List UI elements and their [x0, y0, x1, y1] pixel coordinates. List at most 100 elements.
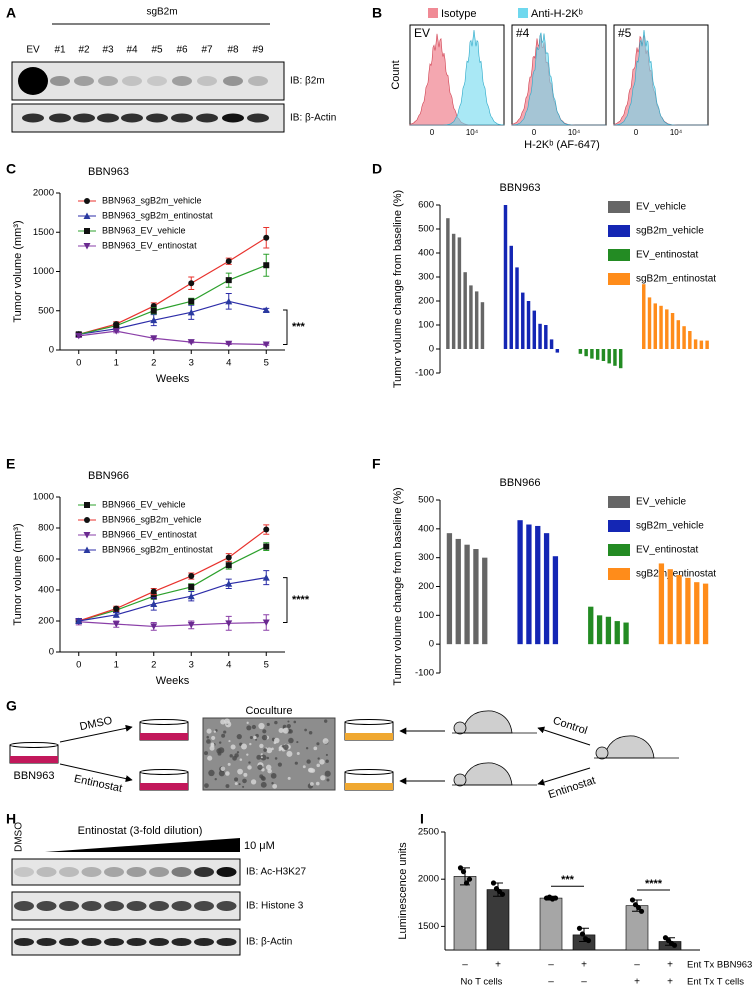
gradient-label: Entinostat (3-fold dilution) [78, 825, 203, 837]
x-tick-label: 5 [264, 358, 269, 369]
cell [278, 748, 282, 752]
y-tick-label: 100 [418, 610, 434, 621]
dish-rim [9, 742, 59, 748]
gradient-wedge [45, 838, 240, 852]
x-tick-label: 0 [76, 660, 81, 671]
bar [464, 544, 470, 645]
condition-sign: – [462, 960, 468, 971]
bar [526, 301, 531, 349]
x-axis-label: Weeks [156, 675, 190, 687]
bar [693, 339, 698, 349]
series-line [78, 237, 267, 335]
band [126, 901, 147, 911]
cell [278, 727, 284, 733]
band [81, 938, 102, 946]
bar [676, 320, 681, 349]
marker [263, 262, 270, 269]
bar [682, 326, 686, 349]
y-tick-label: 2500 [418, 827, 439, 838]
bar [658, 563, 665, 645]
blot [11, 61, 285, 101]
bar [595, 349, 600, 360]
band [36, 938, 57, 946]
cell [267, 768, 272, 774]
blot-label: IB: β2m [290, 76, 325, 87]
cell [315, 781, 320, 786]
marker [112, 328, 120, 335]
bar [555, 349, 560, 353]
cell [325, 753, 328, 757]
dish-medium [10, 756, 58, 763]
marker [263, 234, 270, 241]
bar [451, 233, 456, 349]
cell [227, 762, 231, 766]
cell [221, 733, 226, 738]
marker [262, 574, 270, 581]
condition-label: Ent Tx BBN963 [687, 960, 752, 971]
marker [112, 621, 120, 628]
x-tick-label: 0 [634, 128, 639, 137]
marker [113, 322, 120, 329]
cell [246, 753, 249, 756]
panel-letter: B [372, 5, 382, 21]
y-tick-label: 500 [418, 224, 434, 235]
band [14, 901, 34, 911]
cell [266, 756, 270, 760]
series-line [78, 264, 267, 335]
x-axis-label: Weeks [156, 373, 190, 385]
cell [274, 720, 278, 725]
y-tick-label: 200 [418, 296, 434, 307]
blot-label: IB: β-Actin [246, 937, 292, 948]
condition-sign: + [581, 960, 587, 971]
band [59, 867, 79, 877]
cell [242, 778, 247, 784]
panel-letter: A [6, 5, 16, 21]
cell [223, 730, 227, 734]
condition-sign: – [634, 960, 640, 971]
series-line [78, 546, 267, 622]
band [171, 113, 193, 123]
bar [702, 583, 709, 645]
y-tick-label: 1000 [33, 492, 54, 503]
y-tick-label: 200 [38, 616, 54, 627]
series-line [78, 330, 267, 346]
dish-medium [345, 733, 393, 740]
legend-swatch [608, 225, 630, 237]
band [146, 113, 168, 123]
y-tick-label: 600 [38, 554, 54, 565]
x-tick-label: 4 [226, 358, 231, 369]
data-point [638, 908, 645, 914]
x-tick-label: 3 [189, 358, 194, 369]
cell [286, 750, 293, 757]
histogram-label: #5 [618, 26, 632, 40]
band [81, 867, 102, 877]
cell [286, 723, 291, 729]
band [171, 901, 192, 911]
band [36, 867, 57, 877]
lane-label: #3 [102, 45, 114, 56]
cell [257, 764, 263, 770]
data-point [585, 937, 592, 944]
cell [324, 770, 331, 777]
cell [229, 754, 233, 758]
cell [260, 776, 265, 780]
bar [667, 569, 673, 645]
data-point [490, 880, 497, 886]
lane-label: DMSO [14, 822, 25, 852]
marker [225, 340, 233, 348]
bar [613, 349, 617, 366]
cell [271, 782, 274, 785]
band [81, 901, 102, 911]
y-tick-label: 0 [429, 639, 434, 650]
cell [218, 741, 222, 744]
arrow [59, 724, 133, 743]
band [122, 76, 142, 86]
dish-medium [140, 733, 188, 740]
band [172, 76, 192, 86]
cell [320, 775, 326, 781]
cell [236, 733, 242, 740]
marker [150, 335, 158, 342]
bar [521, 292, 525, 349]
bar [659, 305, 663, 349]
band [121, 113, 143, 123]
